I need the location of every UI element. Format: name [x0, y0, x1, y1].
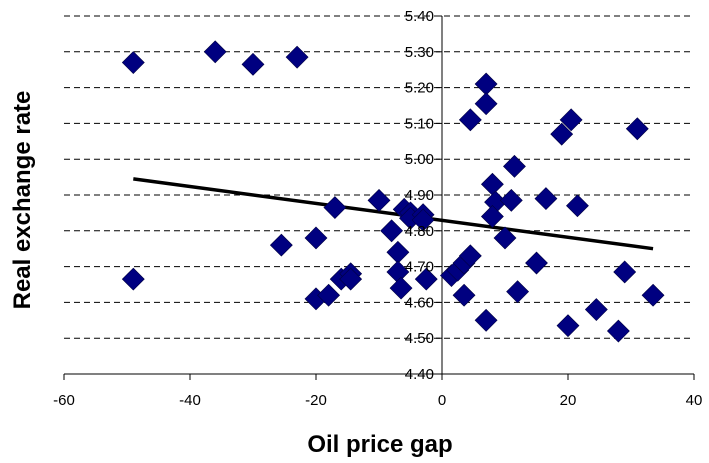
tick-labels: -60 -40 -20 0 20 40 4.40 4.50 4.60 4.70 4.80 4.90 5.…: [53, 8, 702, 409]
data-point: [458, 108, 482, 132]
y-tick-label: 5.20: [405, 80, 434, 97]
data-point: [559, 108, 583, 132]
data-point: [474, 308, 498, 332]
data-point: [503, 154, 526, 178]
data-point: [474, 72, 498, 96]
data-point: [285, 45, 309, 69]
y-tick-label: 5.00: [405, 151, 434, 168]
grid-lines: [64, 15, 694, 339]
data-point: [452, 283, 476, 307]
data-point: [550, 122, 574, 146]
y-tick-label: 4.60: [405, 294, 434, 311]
x-tick-label: 0: [438, 392, 446, 409]
data-point: [625, 117, 649, 141]
data-point: [411, 208, 435, 232]
data-point: [493, 226, 517, 250]
x-tick-label: 20: [560, 392, 577, 409]
data-point: [556, 314, 580, 338]
data-point: [499, 188, 523, 212]
y-tick-label: 4.50: [405, 330, 434, 347]
y-axis-title: Real exchange rate: [9, 91, 36, 310]
axes: [63, 15, 695, 380]
data-point: [367, 188, 391, 212]
y-tick-label: 5.40: [405, 8, 434, 25]
data-point: [389, 276, 413, 300]
data-point: [613, 260, 637, 284]
x-tick-label: -20: [305, 392, 327, 409]
data-point: [566, 194, 589, 218]
x-axis-title: Oil price gap: [307, 431, 452, 458]
y-tick-label: 4.80: [405, 223, 434, 240]
data-point: [121, 51, 145, 74]
data-point: [304, 226, 328, 250]
y-tick-label: 4.90: [405, 187, 434, 204]
data-point: [121, 267, 145, 291]
y-tick-label: 5.10: [405, 115, 434, 132]
data-point: [480, 172, 504, 196]
y-tick-label: 5.30: [405, 44, 434, 61]
data-point: [480, 205, 504, 228]
data-point: [584, 298, 608, 321]
data-point: [474, 92, 498, 116]
data-point: [269, 233, 293, 257]
data-point: [323, 196, 347, 219]
trendline: [133, 177, 654, 251]
data-points: [121, 40, 665, 343]
trendline-layer: [133, 177, 654, 251]
data-point: [525, 251, 548, 275]
data-point: [380, 219, 404, 243]
x-tick-label: 40: [686, 392, 703, 409]
x-tick-label: -60: [53, 392, 75, 409]
data-point: [606, 319, 630, 343]
data-point: [339, 267, 363, 291]
data-point: [534, 187, 558, 211]
data-point: [458, 244, 482, 268]
data-point: [241, 52, 265, 76]
y-tick-label: 4.40: [405, 366, 434, 383]
data-point: [506, 280, 530, 304]
y-tick-label: 4.70: [405, 259, 434, 276]
data-point: [641, 283, 665, 307]
data-point: [414, 267, 438, 291]
x-tick-label: -40: [179, 392, 201, 409]
data-point: [317, 283, 341, 307]
data-point: [203, 40, 227, 64]
